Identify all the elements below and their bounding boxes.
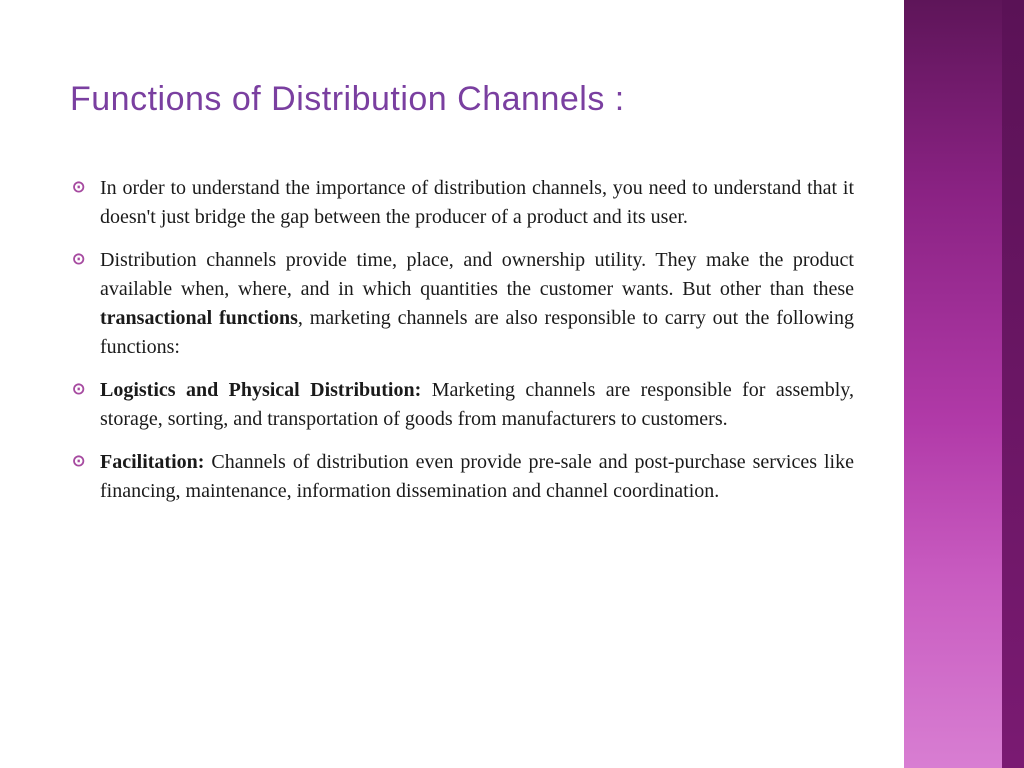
slide-title: Functions of Distribution Channels : <box>70 80 854 119</box>
text-run: Channels of distribution even provide pr… <box>100 451 854 502</box>
list-item: Logistics and Physical Distribution: Mar… <box>70 376 854 434</box>
text-run: In order to understand the importance of… <box>100 177 854 228</box>
list-item: In order to understand the importance of… <box>70 174 854 232</box>
side-accent <box>904 0 1024 768</box>
bold-text-run: transactional functions <box>100 307 298 329</box>
list-item: Facilitation: Channels of distribution e… <box>70 448 854 506</box>
text-run: Distribution channels provide time, plac… <box>100 249 854 300</box>
bold-text-run: Facilitation: <box>100 451 204 473</box>
accent-dark-bar <box>1002 0 1024 768</box>
bullet-list: In order to understand the importance of… <box>70 174 854 506</box>
bold-text-run: Logistics and Physical Distribution: <box>100 379 421 401</box>
slide-container: Functions of Distribution Channels : In … <box>0 0 1024 768</box>
list-item: Distribution channels provide time, plac… <box>70 246 854 362</box>
accent-gradient <box>904 0 1002 768</box>
content-area: Functions of Distribution Channels : In … <box>0 0 904 768</box>
